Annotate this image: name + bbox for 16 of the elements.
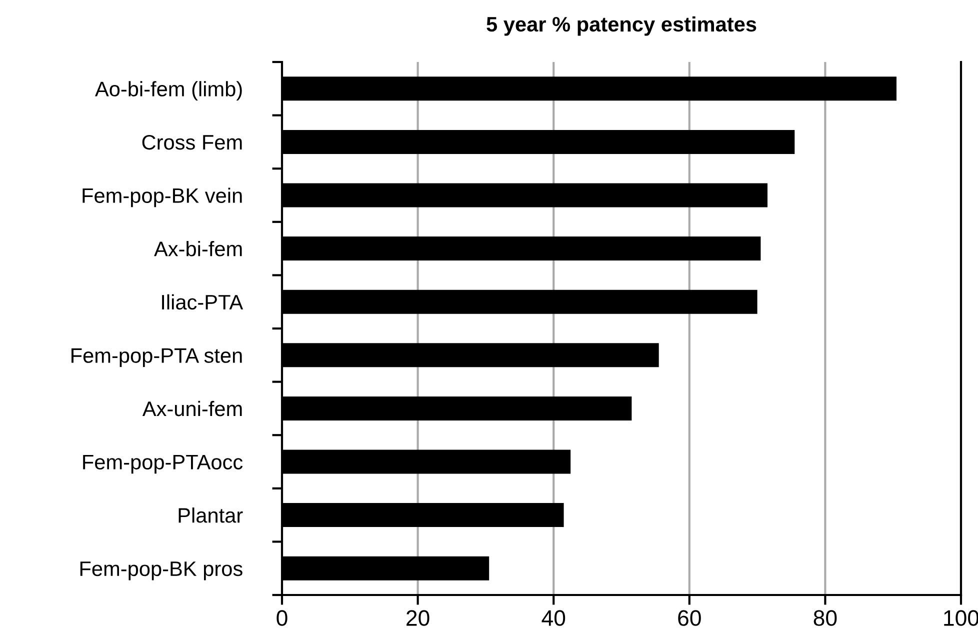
y-tick-label: Plantar bbox=[178, 508, 243, 523]
y-tick-label: Fem-pop-BK vein bbox=[82, 188, 242, 208]
x-tick-label: 80 bbox=[814, 610, 837, 626]
x-tick-label: 20 bbox=[406, 610, 430, 626]
y-tick-label: Fem-pop-BK pros bbox=[80, 562, 242, 580]
y-tick-label: Cross Fem bbox=[142, 134, 242, 150]
x-tick-label: 40 bbox=[542, 610, 566, 626]
y-tick-label: Ax-bi-fem bbox=[154, 241, 242, 256]
y-tick-label: Fem-pop-PTA sten bbox=[72, 348, 242, 368]
y-tick-label: Ao-bi-fem (limb) bbox=[95, 81, 242, 101]
chart-title: 5 year % patency estimates bbox=[486, 16, 756, 36]
y-tick-label: Ax-uni-fem bbox=[142, 400, 242, 416]
x-tick-label: 60 bbox=[678, 610, 701, 626]
y-tick-label: Iliac-PTA bbox=[162, 294, 244, 310]
y-tick-label: Fem-pop-PTAocc bbox=[83, 454, 243, 474]
x-tick-label: 0 bbox=[276, 610, 288, 626]
